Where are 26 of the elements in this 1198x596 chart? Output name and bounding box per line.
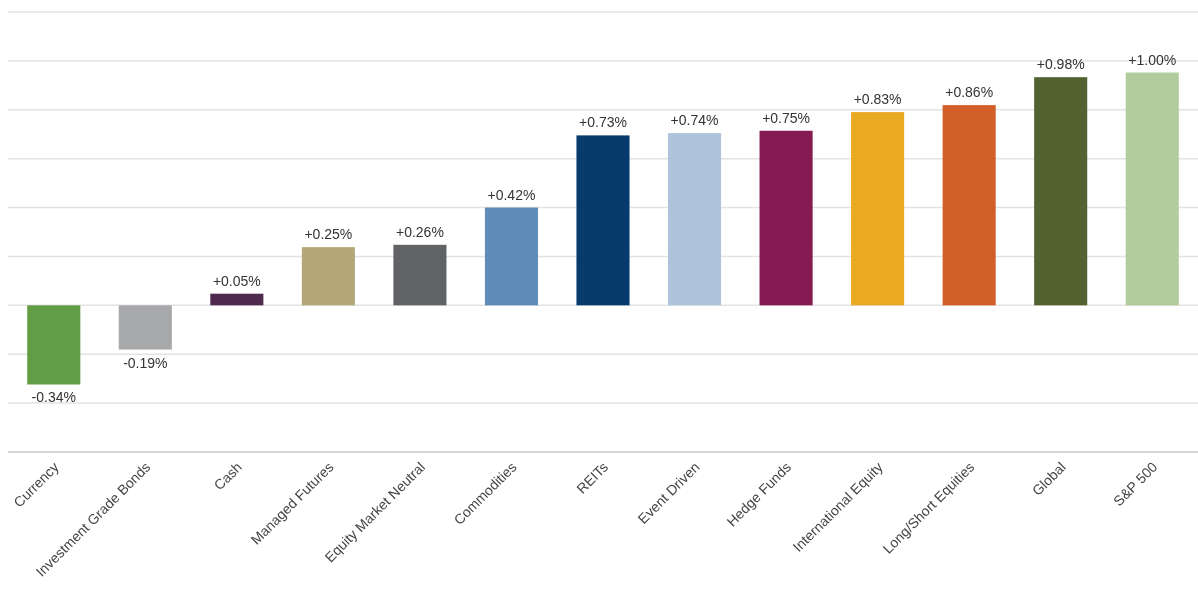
data-label: +0.42% [487,186,536,203]
bar [301,247,355,306]
bar [27,305,81,385]
bar [484,207,539,306]
bar [1034,77,1088,306]
data-label: +0.98% [1036,56,1085,73]
data-label: +1.00% [1128,51,1177,68]
bar [1125,72,1179,306]
data-label: +0.86% [945,84,994,101]
data-label: -0.34% [31,389,76,406]
bar [667,133,722,306]
data-label: +0.83% [853,91,902,108]
bar [851,112,905,306]
bar [393,244,447,306]
data-label: +0.05% [212,272,261,289]
data-label: +0.73% [579,114,627,131]
data-label: +0.74% [670,112,719,129]
bar [210,293,264,306]
bar [759,130,813,306]
bar [576,135,630,306]
data-label: -0.19% [123,354,168,371]
data-label: +0.75% [762,109,811,126]
data-label: +0.25% [304,226,353,243]
bar [942,105,996,306]
data-label: +0.26% [395,223,444,240]
bar [118,305,172,350]
